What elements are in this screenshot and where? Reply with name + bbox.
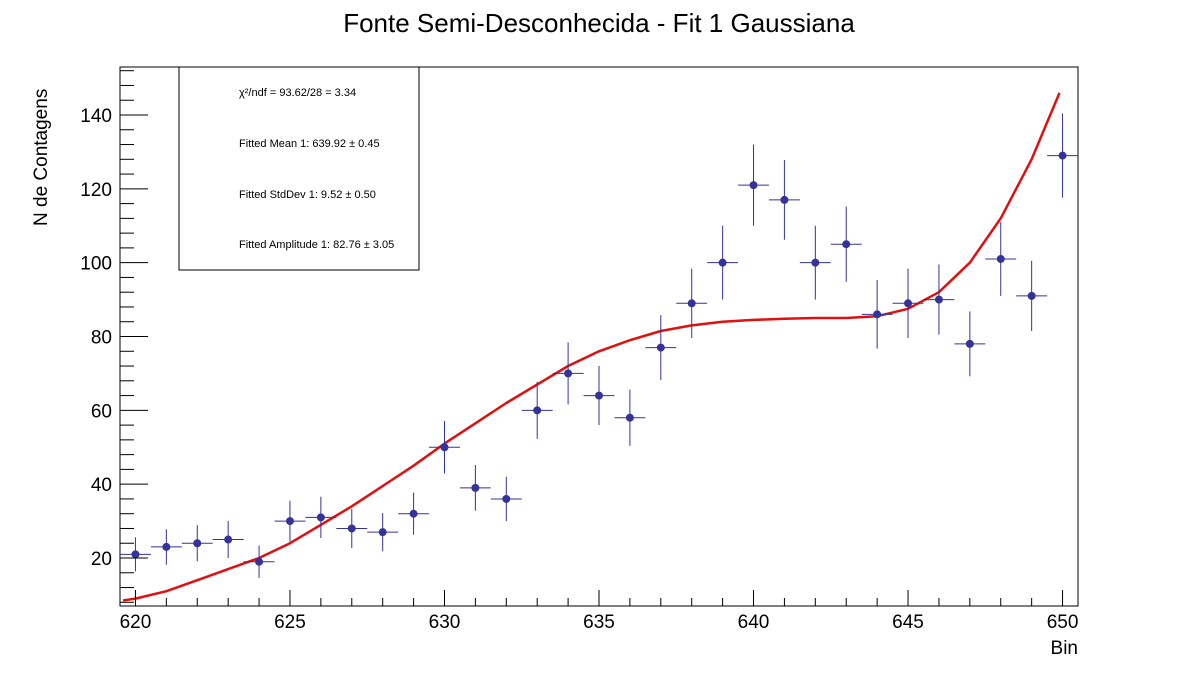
data-point (459, 464, 491, 511)
data-marker (285, 517, 294, 526)
data-point (645, 315, 677, 381)
x-tick-label: 620 (120, 612, 152, 633)
data-marker (996, 254, 1005, 263)
x-axis-title: Bin (1051, 638, 1078, 659)
data-point (274, 500, 306, 542)
data-points-layer (120, 113, 1078, 578)
data-marker (811, 258, 820, 267)
data-point (243, 545, 275, 578)
data-point (1047, 113, 1078, 198)
data-point (923, 264, 955, 335)
data-point (768, 160, 800, 240)
stats-line-stddev: Fitted StdDev 1: 9.52 ± 0.50 (239, 189, 376, 201)
y-tick-label: 140 (80, 106, 112, 127)
data-point (429, 421, 460, 474)
y-tick-label: 40 (91, 475, 112, 496)
x-tick-label: 625 (274, 612, 306, 633)
data-marker (533, 406, 542, 415)
x-tick-label: 635 (583, 612, 615, 633)
data-marker (780, 195, 789, 204)
data-marker (687, 299, 696, 308)
data-point (830, 206, 862, 282)
data-marker (1058, 151, 1067, 160)
data-marker (595, 391, 603, 400)
data-point (336, 508, 368, 549)
data-point (738, 144, 769, 226)
data-marker (842, 240, 851, 249)
data-marker (255, 557, 264, 566)
data-marker (656, 343, 665, 352)
data-marker (718, 258, 727, 267)
data-point (150, 529, 182, 565)
data-marker (440, 443, 449, 452)
data-marker (471, 483, 480, 492)
data-marker (378, 528, 387, 537)
data-marker (564, 369, 573, 378)
stats-line-amplitude: Fitted Amplitude 1: 82.76 ± 3.05 (239, 239, 394, 251)
data-marker (749, 181, 758, 190)
stats-box-frame (178, 66, 420, 271)
data-marker (502, 494, 511, 503)
fit-curve-layer (122, 92, 1061, 602)
data-marker (347, 524, 356, 533)
stats-line-chi2: χ²/ndf = 93.62/28 = 3.34 (239, 87, 356, 99)
data-point (120, 537, 151, 572)
axes-layer: 620 625 630 635 640 645 650 20 40 60 80 100 120 140 (80, 70, 1079, 633)
data-marker (873, 310, 882, 319)
data-marker (1027, 291, 1036, 300)
y-tick-label: 60 (91, 401, 112, 422)
plot-area: 620 625 630 635 640 645 650 20 40 60 80 100 120 140 (80, 66, 1079, 633)
data-point (954, 311, 986, 377)
data-point (305, 496, 337, 539)
data-point (212, 521, 244, 559)
data-point (676, 268, 708, 338)
data-marker (162, 542, 171, 551)
x-tick-label: 650 (1047, 612, 1079, 633)
data-point (181, 525, 213, 562)
y-tick-label: 80 (91, 328, 112, 349)
x-tick-label: 630 (429, 612, 461, 633)
data-point (552, 342, 584, 405)
data-point (583, 366, 615, 426)
data-marker (193, 539, 202, 548)
data-marker (224, 535, 233, 544)
data-point (799, 225, 831, 300)
data-marker (904, 299, 913, 308)
data-marker (316, 513, 325, 522)
data-point (861, 280, 893, 349)
data-marker (965, 339, 974, 348)
y-tick-label: 100 (80, 254, 112, 275)
data-marker (409, 509, 418, 518)
y-tick-label: 120 (80, 180, 112, 201)
data-point (985, 222, 1017, 296)
chart-title: Fonte Semi-Desconhecida - Fit 1 Gaussian… (343, 8, 855, 38)
x-tick-label: 640 (738, 612, 770, 633)
data-marker (625, 413, 634, 422)
data-point (892, 268, 924, 338)
data-marker (934, 295, 943, 304)
data-marker (131, 550, 140, 559)
stats-line-mean: Fitted Mean 1: 639.92 ± 0.45 (239, 138, 380, 150)
data-point (614, 389, 646, 446)
y-axis-title: N de Contagens (31, 89, 52, 226)
stats-box: χ²/ndf = 93.62/28 = 3.34 Fitted Mean 1: … (178, 66, 420, 271)
data-point (398, 492, 430, 535)
data-point (1016, 260, 1048, 331)
data-point (367, 512, 399, 552)
data-point (490, 476, 522, 522)
x-tick-label: 645 (892, 612, 924, 633)
data-point (521, 381, 553, 439)
fit-curve (122, 92, 1061, 602)
data-point (707, 225, 739, 300)
y-tick-label: 20 (91, 549, 112, 570)
